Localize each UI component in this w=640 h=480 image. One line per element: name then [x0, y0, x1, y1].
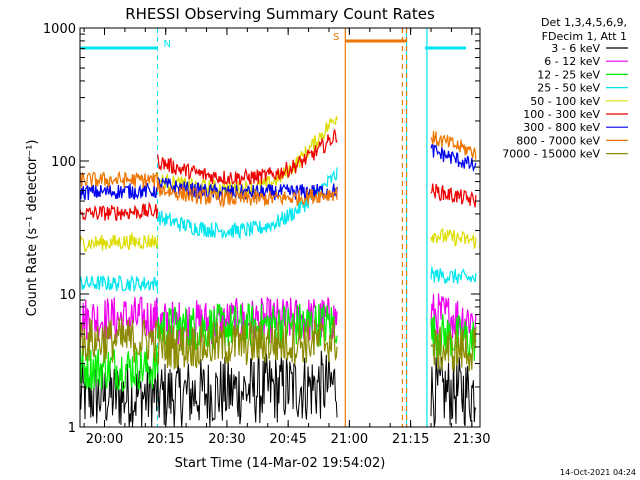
- series-6: [79, 143, 477, 201]
- axes-layer: 20:00 20:15 20:30 20:45 21:00 21:15 21:30 1 10 10…: [43, 22, 491, 447]
- series-8: [79, 317, 477, 372]
- flag-label-1: S: [333, 32, 339, 43]
- series-6-segment-1: [157, 176, 338, 201]
- overlay-layer: NS: [80, 28, 466, 427]
- y-tick-label-2: 100: [51, 155, 76, 170]
- chart-title: RHESSI Observing Summary Count Rates: [125, 5, 435, 23]
- x-tick-label-3: 20:45: [269, 432, 306, 447]
- series-5-segment-1: [157, 129, 338, 186]
- x-tick-label-6: 21:30: [453, 432, 490, 447]
- legend-label-0: 3 - 6 keV: [551, 42, 600, 55]
- series-7-segment-1: [157, 181, 338, 209]
- y-tick-label-0: 1: [68, 421, 76, 436]
- series-5-segment-2: [430, 183, 477, 208]
- plot-frame: [79, 27, 481, 428]
- legend-header-line-1: Det 1,3,4,5,6,9,: [541, 16, 627, 29]
- legend-label-1: 6 - 12 keV: [544, 55, 600, 68]
- legend-label-7: 800 - 7000 keV: [516, 134, 600, 147]
- y-tick-label-3: 1000: [43, 22, 76, 37]
- series-3-segment-0: [79, 274, 159, 292]
- series-8-segment-1: [157, 319, 338, 370]
- legend-label-2: 12 - 25 keV: [537, 68, 600, 81]
- x-tick-label-2: 20:30: [208, 432, 245, 447]
- series-4-segment-0: [79, 231, 159, 252]
- series-3-segment-2: [430, 266, 477, 284]
- legend-label-8: 7000 - 15000 keV: [502, 148, 600, 161]
- x-tick-label-5: 21:15: [392, 432, 429, 447]
- legend-label-4: 50 - 100 keV: [530, 95, 600, 108]
- y-axis-label: Count Rate (s⁻¹ detector⁻¹): [25, 140, 40, 317]
- legend-header-line-2: FDecim 1, Att 1: [542, 30, 627, 43]
- legend: Det 1,3,4,5,6,9, FDecim 1, Att 1 3 - 6 k…: [502, 16, 628, 161]
- footer-date: 14-Oct-2021 04:24: [560, 468, 636, 477]
- legend-label-3: 25 - 50 keV: [537, 82, 600, 95]
- series-2-segment-0: [79, 345, 159, 392]
- y-tick-label-1: 10: [59, 288, 76, 303]
- series-8-segment-0: [79, 317, 159, 363]
- series-5-segment-0: [79, 201, 159, 222]
- x-tick-label-1: 20:15: [147, 432, 184, 447]
- series-4-segment-2: [430, 228, 477, 250]
- series-1-segment-2: [430, 293, 477, 341]
- legend-label-6: 300 - 800 keV: [523, 121, 600, 134]
- legend-label-5: 100 - 300 keV: [523, 108, 600, 121]
- series-7: [79, 130, 477, 209]
- series-layer: [79, 116, 477, 428]
- series-0-segment-1: [157, 350, 338, 428]
- x-axis-label: Start Time (14-Mar-02 19:54:02): [175, 456, 386, 471]
- series-8-segment-2: [430, 326, 477, 372]
- flag-label-0: N: [164, 39, 171, 50]
- series-6-segment-0: [79, 182, 159, 201]
- x-tick-label-0: 20:00: [86, 432, 123, 447]
- x-tick-label-4: 21:00: [331, 432, 368, 447]
- series-7-segment-0: [79, 170, 159, 189]
- series-6-segment-2: [430, 143, 477, 173]
- series-7-segment-2: [430, 130, 477, 160]
- series-5: [79, 129, 477, 222]
- series-0-segment-0: [79, 359, 159, 428]
